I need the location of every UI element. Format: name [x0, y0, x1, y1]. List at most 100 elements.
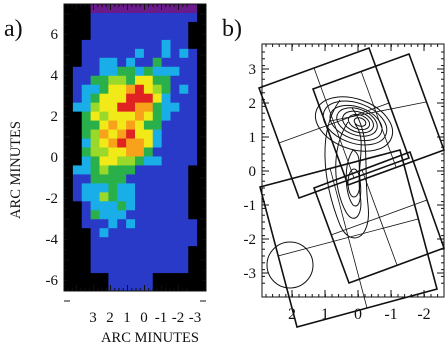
- heatmap-cell: [188, 264, 198, 274]
- mosaic-squares: [257, 46, 446, 328]
- heatmap-cell: [135, 12, 145, 23]
- heatmap-cell: [179, 210, 189, 220]
- ytick-label: -2: [244, 232, 257, 248]
- heatmap-cell: [135, 66, 145, 77]
- heatmap-cell: [117, 48, 127, 59]
- heatmap-cell: [99, 66, 109, 77]
- heatmap-cell: [90, 192, 100, 202]
- heatmap-cell: [72, 273, 83, 283]
- heatmap-cell: [197, 174, 207, 184]
- heatmap-cell: [143, 255, 154, 265]
- heatmap-cell: [152, 156, 163, 166]
- heatmap-cell: [135, 264, 145, 274]
- heatmap-cell: [135, 165, 145, 175]
- heatmap-cell: [64, 264, 74, 274]
- panel-b-plot: [257, 46, 446, 328]
- heatmap-cell: [99, 21, 109, 32]
- contour: [324, 99, 369, 239]
- heatmap-cell: [170, 282, 180, 292]
- heatmap-cell: [81, 84, 92, 95]
- heatmap-cell: [108, 39, 118, 50]
- heatmap-cell: [179, 12, 189, 23]
- xtick-label: 2: [106, 310, 114, 326]
- heatmap-cell: [117, 282, 127, 292]
- mosaic-grid: [277, 67, 428, 309]
- panel-a-label: a): [4, 16, 23, 42]
- heatmap-cell: [188, 21, 198, 32]
- heatmap-cell: [152, 237, 163, 247]
- heatmap-cell: [161, 12, 171, 23]
- heatmap-cell: [108, 93, 118, 104]
- heatmap-cell: [99, 147, 109, 157]
- heatmap-cell: [81, 93, 92, 104]
- heatmap-cell: [152, 39, 163, 50]
- heatmap-cell: [188, 120, 198, 130]
- mosaic-grid-line: [313, 67, 355, 179]
- heatmap-cell: [64, 174, 74, 184]
- heatmap-cell: [108, 138, 118, 148]
- heatmap-cell: [152, 174, 163, 184]
- heatmap-cell: [108, 21, 118, 32]
- heatmap-cell: [179, 282, 189, 292]
- heatmap-cell: [188, 156, 198, 166]
- ytick-label: 0: [51, 150, 59, 166]
- heatmap-cell: [72, 138, 83, 148]
- heatmap-cell: [99, 183, 109, 193]
- heatmap-cell: [152, 57, 163, 68]
- heatmap-cell: [135, 129, 145, 139]
- heatmap-cell: [126, 129, 136, 139]
- heatmap-cell: [72, 30, 83, 41]
- heatmap-cell: [64, 273, 74, 283]
- heatmap-cell: [135, 120, 145, 130]
- heatmap-cell: [90, 219, 100, 229]
- heatmap-cell: [108, 165, 118, 175]
- heatmap-cell: [143, 165, 154, 175]
- heatmap-cell: [135, 228, 145, 238]
- heatmap-cell: [135, 174, 145, 184]
- heatmap-cell: [99, 84, 109, 95]
- heatmap-cell: [81, 210, 92, 220]
- heatmap-cell: [126, 282, 136, 292]
- heatmap-cell: [188, 273, 198, 283]
- heatmap-cell: [81, 282, 92, 292]
- heatmap-cell: [170, 93, 180, 104]
- heatmap-cell: [143, 246, 154, 256]
- heatmap-cell: [161, 111, 171, 121]
- heatmap-cell: [64, 75, 74, 86]
- heatmap-cell: [135, 255, 145, 265]
- heatmap-cell: [72, 192, 83, 202]
- heatmap-cell: [143, 93, 154, 104]
- heatmap-cell: [135, 75, 145, 86]
- heatmap-cell: [90, 183, 100, 193]
- heatmap-cell: [99, 156, 109, 166]
- heatmap-cell: [170, 174, 180, 184]
- heatmap-cell: [197, 39, 207, 50]
- heatmap-cell: [81, 129, 92, 139]
- heatmap-cell: [72, 147, 83, 157]
- heatmap-cell: [197, 21, 207, 32]
- heatmap-cell: [188, 183, 198, 193]
- heatmap-cell: [197, 102, 207, 113]
- heatmap-cell: [99, 57, 109, 68]
- heatmap-cell: [90, 246, 100, 256]
- heatmap-cell: [99, 48, 109, 59]
- heatmap-cell: [90, 102, 100, 113]
- heatmap-cell: [188, 210, 198, 220]
- heatmap-cell: [143, 102, 154, 113]
- heatmap-cell: [197, 147, 207, 157]
- heatmap-cell: [90, 201, 100, 211]
- heatmap-cell: [143, 12, 154, 23]
- heatmap-cell: [81, 4, 92, 14]
- heatmap-cell: [170, 120, 180, 130]
- heatmap-cell: [126, 84, 136, 95]
- heatmap-cell: [161, 264, 171, 274]
- heatmap-cell: [81, 273, 92, 283]
- heatmap-cell: [64, 21, 74, 32]
- xtick-label: 3: [89, 310, 97, 326]
- heatmap-cell: [152, 66, 163, 77]
- heatmap-cell: [135, 57, 145, 68]
- heatmap-cell: [72, 201, 83, 211]
- heatmap-cell: [143, 201, 154, 211]
- heatmap-cell: [126, 192, 136, 202]
